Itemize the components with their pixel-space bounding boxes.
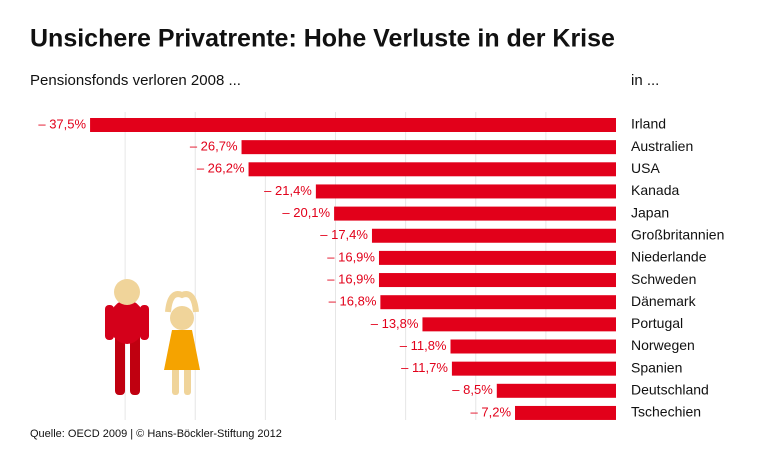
bar <box>315 184 616 199</box>
category-label: USA <box>631 160 660 176</box>
value-label: – 20,1% <box>282 205 330 220</box>
illustration <box>105 279 200 395</box>
bar <box>248 162 617 177</box>
bar <box>515 405 616 420</box>
category-label: Tschechien <box>631 404 701 420</box>
category-label: Niederlande <box>631 249 707 265</box>
value-label: – 37,5% <box>38 116 86 131</box>
bar <box>241 140 616 155</box>
value-label: – 16,8% <box>329 294 377 309</box>
value-label: – 11,8% <box>400 338 447 353</box>
bar <box>422 317 616 332</box>
category-label: Schweden <box>631 271 696 287</box>
value-label: – 13,8% <box>371 316 419 331</box>
bar <box>334 206 616 221</box>
category-label: Portugal <box>631 315 683 331</box>
value-label: – 7,2% <box>471 404 512 419</box>
value-label: – 26,2% <box>197 161 245 176</box>
chart-title: Unsichere Privatrente: Hohe Verluste in … <box>30 25 615 53</box>
bar <box>90 118 616 132</box>
category-label: Deutschland <box>631 382 709 398</box>
category-label: Großbritannien <box>631 226 724 242</box>
value-label: – 11,7% <box>401 360 448 375</box>
bar <box>496 383 616 398</box>
value-label: – 17,4% <box>320 227 368 242</box>
source: Quelle: OECD 2009 | © Hans-Böckler-Stift… <box>30 428 282 440</box>
category-label: Irland <box>631 116 666 132</box>
category-header: in ... <box>631 72 659 89</box>
value-label: – 16,9% <box>327 271 375 286</box>
value-label: – 8,5% <box>452 382 493 397</box>
category-label: Japan <box>631 204 669 220</box>
bar <box>450 339 616 354</box>
bar <box>380 295 616 310</box>
subtitle: Pensionsfonds verloren 2008 ... <box>30 72 241 89</box>
category-label: Spanien <box>631 359 682 375</box>
bar <box>451 361 616 376</box>
bar <box>371 228 616 243</box>
category-label: Kanada <box>631 182 679 198</box>
category-label: Dänemark <box>631 293 697 309</box>
value-label: – 21,4% <box>264 183 312 198</box>
category-label: Australien <box>631 138 693 154</box>
bar <box>378 250 616 265</box>
value-label: – 16,9% <box>327 249 375 264</box>
bar <box>378 273 616 288</box>
category-label: Norwegen <box>631 337 695 353</box>
value-label: – 26,7% <box>190 139 238 154</box>
